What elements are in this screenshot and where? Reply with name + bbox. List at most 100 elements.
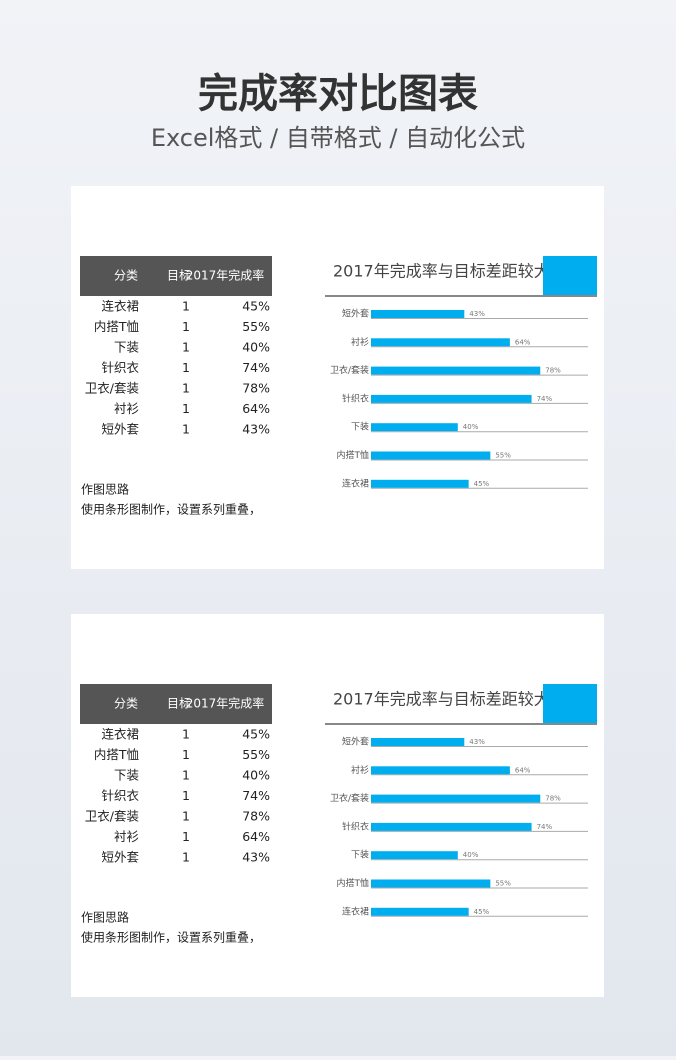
table-cell: 1 (182, 340, 190, 355)
category-label: 下装 (351, 421, 369, 433)
table-cell: 1 (182, 422, 190, 437)
note-text: 使用条形图制作，设置系列重叠， (81, 930, 261, 945)
table-cell: 下装 (114, 768, 139, 783)
table-cell: 45% (242, 299, 270, 314)
table-cell: 40% (242, 340, 270, 355)
table-cell: 卫衣/套装 (85, 381, 139, 396)
table-cell: 1 (182, 809, 190, 824)
bar (371, 738, 465, 746)
category-label: 下装 (351, 849, 369, 861)
table-cell: 1 (182, 381, 190, 396)
note-text: 使用条形图制作，设置系列重叠， (81, 502, 261, 517)
table-cell: 短外套 (101, 422, 139, 437)
table-cell: 1 (182, 747, 190, 762)
table-cell: 针织衣 (101, 788, 139, 803)
table-cell: 衬衫 (114, 401, 139, 416)
value-label: 40% (463, 423, 479, 431)
bar (371, 451, 491, 460)
table-cell: 40% (242, 768, 270, 783)
table-cell: 55% (242, 319, 270, 334)
bar (371, 907, 469, 916)
table-cell: 43% (242, 422, 270, 437)
bar (371, 479, 469, 488)
bar (371, 394, 532, 403)
value-label: 45% (474, 480, 490, 488)
title-accent (543, 256, 597, 296)
table-cell: 内搭T恤 (94, 747, 140, 762)
value-label: 45% (474, 908, 490, 916)
category-label: 连衣裙 (342, 477, 369, 489)
table-cell: 78% (242, 381, 270, 396)
table-cell: 下装 (114, 340, 139, 355)
table-cell: 1 (182, 299, 190, 314)
bar (371, 310, 465, 318)
value-label: 43% (469, 310, 485, 318)
table-header-cell: 目标 (167, 697, 191, 711)
category-label: 衬衫 (351, 336, 369, 348)
table-header-cell: 分类 (114, 269, 138, 283)
table-cell: 连衣裙 (101, 299, 139, 314)
bar (371, 338, 510, 347)
table-header-bg (80, 684, 272, 724)
table-cell: 1 (182, 829, 190, 844)
value-label: 40% (463, 851, 479, 859)
bar (371, 366, 541, 375)
note-title: 作图思路 (81, 910, 129, 925)
page-subtitle: Excel格式 / 自带格式 / 自动化公式 (151, 124, 525, 152)
value-label: 78% (545, 367, 561, 375)
category-label: 卫衣/套装 (330, 792, 369, 804)
table-header-cell: 2017年完成率 (186, 268, 265, 283)
table-cell: 64% (242, 401, 270, 416)
value-label: 64% (515, 338, 531, 346)
table-cell: 衬衫 (114, 829, 139, 844)
value-label: 74% (537, 823, 553, 831)
table-cell: 1 (182, 727, 190, 742)
value-label: 74% (537, 395, 553, 403)
table-cell: 1 (182, 768, 190, 783)
page-title: 完成率对比图表 (198, 71, 478, 117)
category-label: 短外套 (342, 308, 369, 320)
table-cell: 卫衣/套装 (85, 809, 139, 824)
table-header-cell: 分类 (114, 697, 138, 711)
table-cell: 64% (242, 829, 270, 844)
table-header-bg (80, 256, 272, 296)
bar (371, 423, 458, 432)
table-cell: 78% (242, 809, 270, 824)
table-cell: 43% (242, 850, 270, 865)
table-cell: 1 (182, 850, 190, 865)
category-label: 针织衣 (342, 392, 369, 404)
category-label: 内搭T恤 (337, 877, 370, 889)
category-label: 衬衫 (351, 764, 369, 776)
title-accent (543, 684, 597, 724)
table-cell: 45% (242, 727, 270, 742)
bar (371, 851, 458, 860)
category-label: 连衣裙 (342, 905, 369, 917)
table-cell: 针织衣 (101, 360, 139, 375)
table-cell: 1 (182, 319, 190, 334)
bar (371, 822, 532, 831)
value-label: 55% (495, 880, 511, 888)
category-label: 卫衣/套装 (330, 364, 369, 376)
value-label: 78% (545, 795, 561, 803)
chart-title: 2017年完成率与目标差距较大 (333, 262, 550, 281)
table-cell: 55% (242, 747, 270, 762)
category-label: 短外套 (342, 736, 369, 748)
table-cell: 短外套 (101, 850, 139, 865)
category-label: 内搭T恤 (337, 449, 370, 461)
table-header-cell: 目标 (167, 269, 191, 283)
category-label: 针织衣 (342, 820, 369, 832)
table-cell: 74% (242, 360, 270, 375)
value-label: 64% (515, 766, 531, 774)
table-cell: 1 (182, 360, 190, 375)
bar (371, 879, 491, 888)
value-label: 43% (469, 738, 485, 746)
value-label: 55% (495, 452, 511, 460)
panel-card (71, 186, 604, 569)
table-cell: 内搭T恤 (94, 319, 140, 334)
bar (371, 794, 541, 803)
table-cell: 连衣裙 (101, 727, 139, 742)
table-cell: 1 (182, 401, 190, 416)
